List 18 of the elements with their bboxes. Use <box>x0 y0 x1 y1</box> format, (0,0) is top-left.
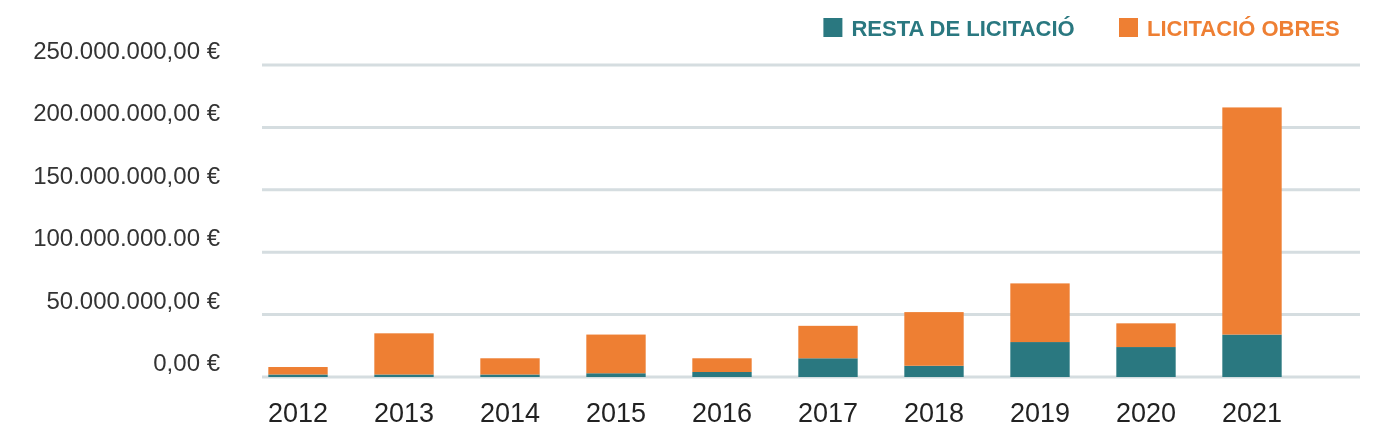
y-tick-label: 50.000.000,00 € <box>46 286 221 314</box>
y-tick-label: 150.000.000,00 € <box>33 161 221 189</box>
legend-label: LICITACIÓ OBRES <box>1147 16 1340 41</box>
x-tick-label: 2014 <box>479 398 541 428</box>
y-tick-label: 0,00 € <box>153 349 221 376</box>
x-tick-label: 2018 <box>903 398 965 428</box>
y-tick-label: 200.000.000,00 € <box>33 99 221 127</box>
x-tick-label: 2013 <box>373 398 435 428</box>
y-tick-label: 250.000.000,00 € <box>33 37 221 64</box>
x-tick-label: 2017 <box>797 398 859 428</box>
x-tick-label: 2015 <box>585 398 647 428</box>
x-tick-label: 2020 <box>1115 398 1177 428</box>
x-tick-label: 2016 <box>691 398 753 428</box>
x-tick-label: 2021 <box>1221 398 1283 428</box>
y-tick-label: 100.000.000.00 € <box>33 224 221 252</box>
x-tick-label: 2019 <box>1009 398 1071 428</box>
x-tick-label: 2012 <box>267 398 329 428</box>
legend-label: RESTA DE LICITACIÓ <box>851 16 1075 41</box>
